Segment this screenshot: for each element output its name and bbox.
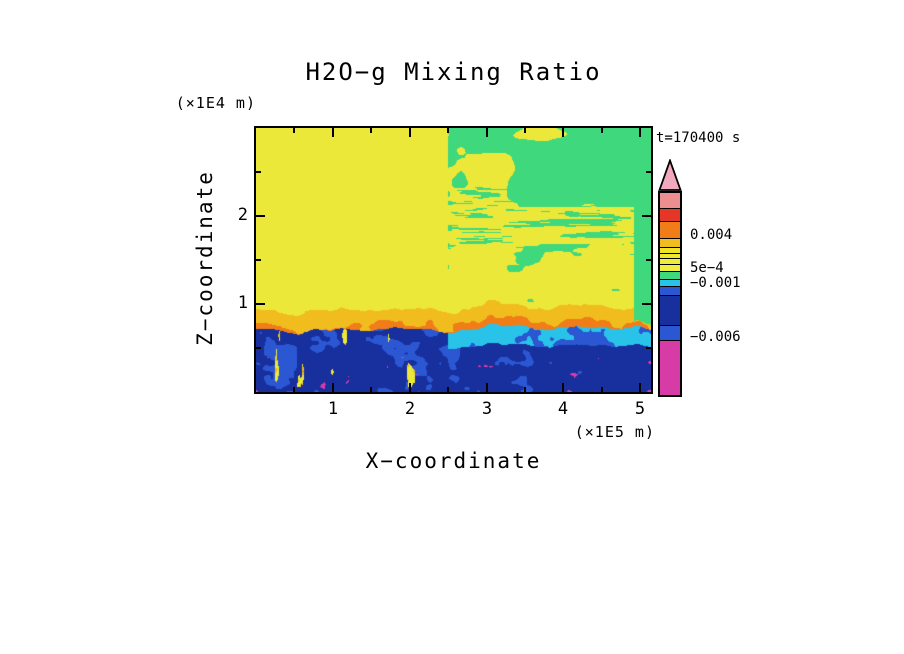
x-major-tick xyxy=(409,128,411,137)
colorbar-arrow-shape xyxy=(658,159,682,191)
plot-frame xyxy=(254,126,653,394)
colorbar-segment xyxy=(660,278,680,286)
x-minor-tick xyxy=(601,128,603,133)
timestamp-label: t=170400 s xyxy=(656,130,741,146)
z-major-tick xyxy=(642,215,651,217)
colorbar-segment xyxy=(660,285,680,295)
heatmap-canvas xyxy=(256,128,651,392)
colorbar-arrow xyxy=(658,159,682,191)
colorbar-segment xyxy=(660,208,680,222)
x-minor-tick xyxy=(524,128,526,133)
colorbar-segment xyxy=(660,264,680,271)
colorbar-segment xyxy=(660,325,680,341)
x-tick-label: 4 xyxy=(557,399,569,419)
colorbar-segment xyxy=(660,238,680,248)
z-major-tick xyxy=(256,215,265,217)
plot-title: H2O−g Mixing Ratio xyxy=(305,58,602,86)
colorbar-label: −0.006 xyxy=(690,329,741,346)
x-major-tick xyxy=(332,128,334,137)
z-minor-tick xyxy=(646,171,651,173)
x-minor-tick xyxy=(293,387,295,392)
x-major-tick xyxy=(409,383,411,392)
colorbar-label: 5e−4 xyxy=(690,259,724,276)
z-minor-tick xyxy=(256,259,261,261)
z-minor-tick xyxy=(256,347,261,349)
colorbar-segment xyxy=(660,258,680,265)
x-major-tick xyxy=(486,128,488,137)
x-tick-label: 1 xyxy=(327,399,339,419)
z-tick-label: 1 xyxy=(237,293,248,313)
y-axis-title: Z−coordinate xyxy=(193,170,217,346)
x-minor-tick xyxy=(293,128,295,133)
colorbar-segment xyxy=(660,193,680,209)
z-minor-tick xyxy=(646,259,651,261)
x-minor-tick xyxy=(447,128,449,133)
colorbar-segment xyxy=(660,340,680,395)
x-major-tick xyxy=(639,383,641,392)
x-major-tick xyxy=(639,128,641,137)
colorbar-bar xyxy=(658,191,682,397)
x-minor-tick xyxy=(601,387,603,392)
colorbar-segment xyxy=(660,270,680,279)
x-tick-label: 5 xyxy=(634,399,646,419)
colorbar-segment xyxy=(660,295,680,326)
x-major-tick xyxy=(332,383,334,392)
z-tick-label: 2 xyxy=(237,205,248,225)
colorbar-segment xyxy=(660,247,680,253)
colorbar-segment xyxy=(660,221,680,239)
x-axis-unit: (×1E5 m) xyxy=(574,423,655,441)
colorbar-segment xyxy=(660,252,680,259)
x-major-tick xyxy=(562,128,564,137)
x-tick-label: 2 xyxy=(404,399,416,419)
z-major-tick xyxy=(256,303,265,305)
x-minor-tick xyxy=(524,387,526,392)
x-minor-tick xyxy=(447,387,449,392)
colorbar-label: −0.001 xyxy=(690,274,741,291)
x-tick-label: 3 xyxy=(481,399,493,419)
z-minor-tick xyxy=(646,347,651,349)
x-minor-tick xyxy=(370,128,372,133)
y-axis-unit: (×1E4 m) xyxy=(175,94,256,112)
z-minor-tick xyxy=(256,171,261,173)
x-axis-title: X−coordinate xyxy=(365,449,542,473)
x-major-tick xyxy=(486,383,488,392)
x-major-tick xyxy=(562,383,564,392)
colorbar-label: 0.004 xyxy=(690,227,733,244)
x-minor-tick xyxy=(370,387,372,392)
z-major-tick xyxy=(642,303,651,305)
